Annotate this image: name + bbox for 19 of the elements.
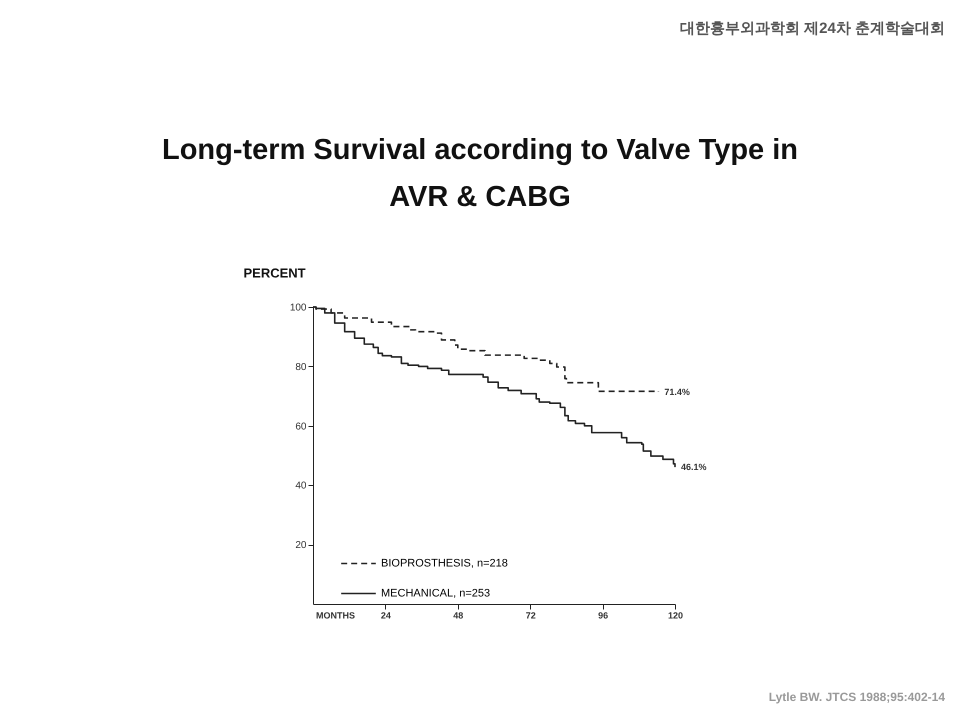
text: 대한흉부외과학회 제24차 춘계학술대회: [680, 20, 945, 37]
y-axis-title: PERCENT: [244, 266, 306, 280]
legend-label: MECHANICAL, n=253: [381, 588, 490, 600]
x-tick-label: 24: [380, 610, 391, 620]
x-tick-label: 72: [526, 610, 536, 620]
y-tick-label: 80: [295, 362, 307, 373]
chart-title: Long-term Survival according to Valve Type in AVR & CABG: [162, 134, 798, 213]
text: Lytle BW. JTCS 1988;95:402-14: [768, 690, 946, 704]
y-tick-label: 40: [295, 480, 307, 492]
y-tick-label: 100: [290, 302, 307, 314]
x-tick-label: 120: [668, 610, 684, 620]
x-tick-label: 48: [453, 610, 464, 620]
x-tick-label: 96: [598, 610, 608, 620]
legend-label: BIOPROSTHESIS, n=218: [381, 558, 508, 570]
y-tick-label: 60: [295, 421, 307, 432]
x-axis-title: MONTHS: [316, 610, 355, 620]
annotation: 46.1%: [681, 462, 707, 472]
y-tick-label: 20: [295, 540, 307, 552]
annotation: 71.4%: [664, 386, 690, 397]
